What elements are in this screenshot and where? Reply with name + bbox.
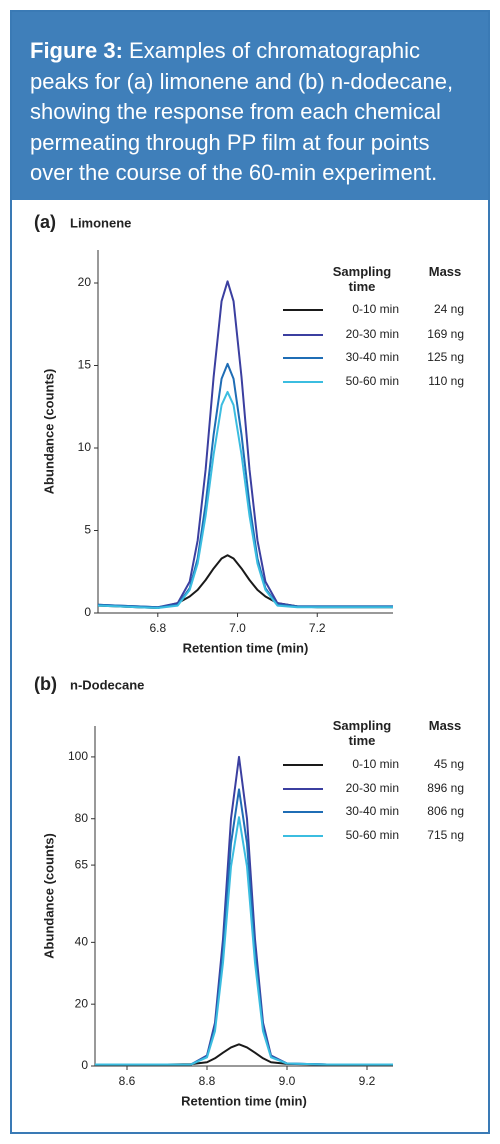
legend-label: 20-30 min bbox=[346, 327, 399, 341]
x-tick-label: 7.0 bbox=[229, 621, 246, 635]
legend-mass: 806 ng bbox=[427, 804, 464, 818]
legend-header: Mass bbox=[428, 718, 462, 733]
x-tick-label: 7.2 bbox=[309, 621, 326, 635]
series-line bbox=[95, 755, 393, 1066]
y-tick-label: 10 bbox=[78, 440, 92, 454]
caption-box: Figure 3: Examples of chromatographic pe… bbox=[12, 12, 488, 200]
y-tick-label: 5 bbox=[84, 523, 91, 537]
y-tick-label: 15 bbox=[78, 358, 92, 372]
caption: Examples of chromatographic peaks for (a… bbox=[30, 38, 454, 185]
x-axis-label: Retention time (min) bbox=[181, 1093, 307, 1108]
y-tick-label: 0 bbox=[81, 1058, 88, 1072]
series-line bbox=[97, 554, 393, 610]
legend-label: 0-10 min bbox=[352, 302, 399, 316]
legend-mass: 24 ng bbox=[434, 302, 464, 316]
legend-mass: 45 ng bbox=[434, 757, 464, 771]
legend-mass: 125 ng bbox=[427, 350, 464, 364]
y-tick-label: 0 bbox=[84, 605, 91, 619]
legend-mass: 110 ng bbox=[428, 374, 464, 388]
chart-title: n-Dodecane bbox=[70, 677, 144, 692]
y-axis-label: Abundance (counts) bbox=[41, 369, 56, 495]
x-tick-label: 6.8 bbox=[149, 621, 166, 635]
x-axis-label: Retention time (min) bbox=[183, 640, 309, 655]
y-tick-label: 40 bbox=[75, 935, 89, 949]
legend-label: 20-30 min bbox=[346, 781, 399, 795]
legend-mass: 169 ng bbox=[427, 327, 464, 341]
legend-mass: 896 ng bbox=[427, 781, 464, 795]
panel-label: (b) bbox=[34, 674, 57, 694]
x-tick-label: 9.2 bbox=[359, 1074, 376, 1088]
legend-header: Sampling time bbox=[332, 264, 392, 294]
y-axis-label: Abundance (counts) bbox=[41, 833, 56, 959]
frame bbox=[10, 10, 490, 1134]
x-tick-label: 8.8 bbox=[199, 1074, 216, 1088]
y-tick-label: 80 bbox=[75, 811, 89, 825]
series-line bbox=[95, 1043, 393, 1066]
legend-header: Mass bbox=[428, 264, 462, 279]
x-tick-label: 9.0 bbox=[279, 1074, 296, 1088]
legend-mass: 715 ng bbox=[427, 828, 464, 842]
x-tick-label: 8.6 bbox=[119, 1074, 136, 1088]
panel-label: (a) bbox=[34, 212, 56, 232]
y-tick-label: 20 bbox=[75, 996, 89, 1010]
legend-label: 30-40 min bbox=[346, 350, 399, 364]
y-tick-label: 65 bbox=[75, 857, 89, 871]
chart-title: Limonene bbox=[70, 215, 131, 230]
figure-label: Figure 3: bbox=[30, 38, 123, 63]
series-line bbox=[97, 390, 393, 610]
legend-label: 50-60 min bbox=[346, 374, 399, 388]
legend-label: 0-10 min bbox=[352, 757, 399, 771]
y-tick-label: 100 bbox=[68, 749, 88, 763]
y-tick-label: 20 bbox=[78, 275, 92, 289]
legend-label: 30-40 min bbox=[346, 804, 399, 818]
legend-header: Sampling time bbox=[332, 718, 392, 748]
legend-label: 50-60 min bbox=[346, 828, 399, 842]
series-line bbox=[95, 816, 393, 1066]
